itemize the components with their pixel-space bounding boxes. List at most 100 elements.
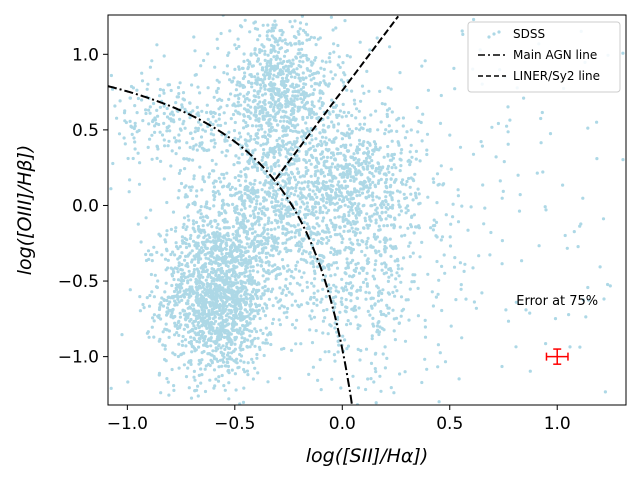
data-point — [396, 263, 400, 267]
data-point — [203, 234, 207, 238]
data-point — [237, 44, 241, 49]
data-point — [240, 66, 244, 70]
data-point — [334, 261, 338, 265]
data-point — [244, 121, 248, 125]
data-point — [245, 96, 249, 101]
data-point — [297, 48, 301, 52]
data-point — [400, 267, 404, 271]
data-point — [196, 311, 201, 315]
data-point — [188, 251, 192, 255]
data-point — [374, 221, 378, 225]
data-point — [276, 200, 280, 204]
data-point — [308, 328, 312, 332]
data-point — [381, 288, 385, 292]
data-point — [274, 112, 278, 116]
data-point — [319, 172, 323, 176]
data-point — [150, 253, 154, 257]
data-point — [326, 116, 330, 120]
data-point — [182, 309, 187, 313]
data-point — [329, 165, 333, 169]
data-point — [357, 109, 361, 113]
data-point — [262, 292, 266, 296]
data-point — [336, 151, 340, 156]
data-point — [248, 261, 253, 265]
data-point — [149, 272, 153, 277]
data-point — [312, 291, 316, 295]
data-point — [334, 289, 338, 293]
data-point — [216, 236, 220, 240]
data-point — [231, 112, 236, 117]
data-point — [388, 193, 392, 197]
data-point — [348, 237, 352, 241]
data-point — [373, 268, 377, 272]
data-point — [437, 400, 441, 404]
data-point — [242, 360, 246, 364]
data-point — [391, 290, 395, 294]
data-point — [372, 324, 376, 328]
data-point — [181, 225, 185, 229]
data-point — [382, 203, 386, 207]
data-point — [146, 249, 151, 253]
data-point — [259, 124, 263, 128]
data-point — [197, 337, 201, 341]
data-point — [256, 244, 260, 248]
data-point — [481, 183, 485, 187]
data-point — [280, 139, 284, 143]
data-point — [246, 114, 250, 119]
data-point — [222, 308, 226, 312]
data-point — [375, 330, 379, 334]
data-point — [220, 333, 224, 337]
data-point — [338, 190, 342, 194]
x-tick-label: 0.0 — [329, 414, 356, 434]
data-point — [272, 128, 276, 132]
data-point — [245, 242, 249, 246]
data-point — [213, 141, 217, 145]
data-point — [349, 261, 353, 265]
data-point — [195, 189, 199, 193]
data-point — [292, 68, 296, 72]
data-point — [218, 285, 222, 289]
data-point — [178, 290, 182, 294]
data-point — [423, 59, 427, 63]
data-point — [243, 216, 247, 220]
data-point — [315, 241, 320, 246]
data-point — [401, 178, 405, 182]
data-point — [308, 194, 312, 198]
data-point — [201, 275, 205, 279]
data-point — [425, 148, 429, 152]
data-point — [489, 230, 493, 235]
data-point — [154, 122, 158, 126]
data-point — [280, 304, 284, 308]
data-point — [245, 297, 249, 301]
data-point — [246, 132, 250, 136]
data-point — [354, 206, 358, 211]
data-point — [265, 64, 269, 68]
data-point — [297, 269, 301, 273]
data-point — [243, 75, 247, 79]
data-point — [187, 312, 191, 316]
data-point — [366, 236, 370, 240]
data-point — [380, 205, 384, 210]
data-point — [197, 251, 201, 255]
data-point — [309, 174, 313, 178]
data-point — [215, 90, 219, 94]
data-point — [288, 41, 292, 45]
data-point — [344, 272, 348, 276]
data-point — [244, 179, 248, 183]
data-point — [242, 226, 246, 230]
data-point — [252, 212, 256, 216]
data-point — [236, 301, 240, 305]
data-point — [231, 202, 235, 206]
data-point — [204, 256, 208, 260]
data-point — [190, 185, 194, 189]
data-point — [297, 240, 301, 244]
data-point — [211, 349, 215, 353]
data-point — [313, 172, 317, 176]
data-point — [286, 230, 291, 234]
data-point — [272, 86, 276, 90]
data-point — [258, 62, 262, 66]
data-point — [371, 274, 375, 278]
data-point — [335, 208, 339, 212]
data-point — [176, 257, 180, 261]
data-point — [226, 264, 230, 268]
